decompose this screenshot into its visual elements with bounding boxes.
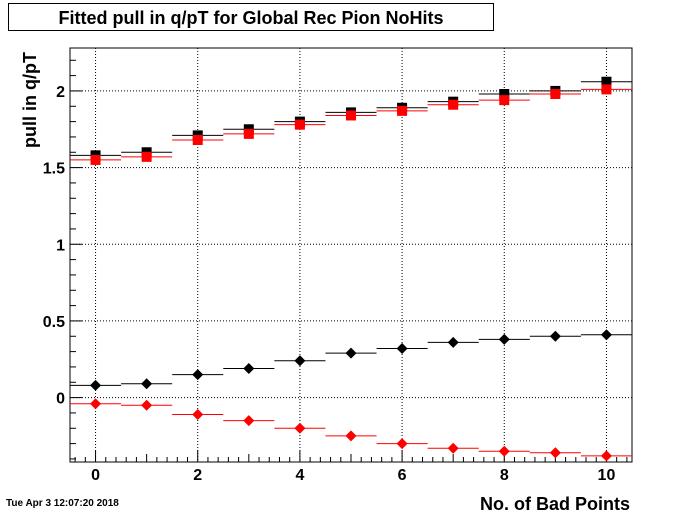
timestamp: Tue Apr 3 12:07:20 2018 xyxy=(6,498,119,509)
data-point xyxy=(499,89,510,99)
axis-ticks: 0 2 4 6 8 10 0 0.5 1 1.5 2 xyxy=(43,59,628,484)
y-tick-label: 0 xyxy=(56,391,65,408)
y-axis-label: pull in q/pT xyxy=(20,52,40,148)
data-point xyxy=(294,119,305,130)
data-point xyxy=(243,362,255,374)
data-point xyxy=(192,408,204,420)
data-point xyxy=(396,343,408,355)
data-point xyxy=(601,84,612,95)
y-tick-label: 2 xyxy=(56,84,65,101)
data-point xyxy=(294,422,306,434)
data-point xyxy=(90,379,102,391)
data-point xyxy=(141,399,153,411)
y-tick-label: 1.5 xyxy=(43,161,65,178)
data-point xyxy=(447,336,459,348)
x-axis-label: No. of Bad Points xyxy=(480,494,630,514)
x-tick-label: 6 xyxy=(398,467,407,484)
series-3 xyxy=(70,329,632,391)
x-tick-label: 2 xyxy=(193,467,202,484)
data-point xyxy=(601,76,612,87)
series-2 xyxy=(70,84,632,165)
data-point xyxy=(396,438,408,450)
data-point xyxy=(397,105,408,116)
data-series xyxy=(70,76,632,462)
data-point xyxy=(447,442,459,454)
data-point xyxy=(600,329,612,341)
data-point xyxy=(550,89,561,99)
data-point xyxy=(345,430,357,442)
data-point xyxy=(90,398,102,410)
data-point xyxy=(498,333,510,345)
data-point xyxy=(192,369,204,381)
data-point xyxy=(345,347,357,359)
data-point xyxy=(141,378,153,390)
chart-title: Fitted pull in q/pT for Global Rec Pion … xyxy=(58,8,444,28)
chart-title-box: Fitted pull in q/pT for Global Rec Pion … xyxy=(8,3,494,31)
data-point xyxy=(90,154,101,165)
data-point xyxy=(498,445,510,457)
x-tick-label: 10 xyxy=(598,467,616,484)
grid-lines xyxy=(70,48,632,462)
data-point xyxy=(243,415,255,427)
series-4 xyxy=(70,398,632,462)
data-point xyxy=(346,110,356,121)
y-tick-label: 0.5 xyxy=(43,314,65,331)
data-point xyxy=(141,151,152,162)
data-point xyxy=(294,355,306,367)
data-point xyxy=(243,128,254,139)
data-point xyxy=(192,135,203,145)
data-point xyxy=(549,447,561,459)
data-point xyxy=(499,95,510,106)
x-tick-label: 4 xyxy=(295,467,304,484)
x-tick-label: 0 xyxy=(91,467,100,484)
data-point xyxy=(448,99,459,110)
data-point xyxy=(600,450,612,462)
data-point xyxy=(549,330,561,342)
x-tick-label: 8 xyxy=(500,467,509,484)
y-tick-label: 1 xyxy=(56,237,65,254)
